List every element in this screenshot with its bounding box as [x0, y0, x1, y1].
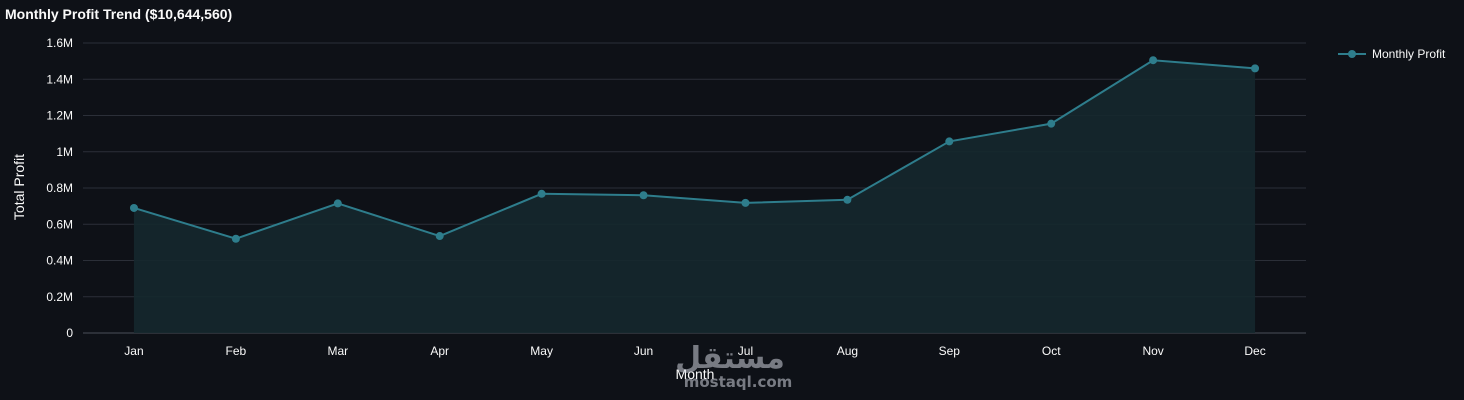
- data-points: [129, 56, 1260, 243]
- data-point[interactable]: [129, 203, 138, 212]
- x-tick-label: Jun: [634, 344, 653, 358]
- data-point[interactable]: [639, 191, 648, 200]
- area-fill: [133, 60, 1256, 333]
- series-line-monthly-profit: [133, 59, 1256, 240]
- y-tick-label: 0.4M: [46, 254, 73, 268]
- y-tick-label: 1M: [56, 145, 73, 159]
- y-tick-label: 1.4M: [46, 72, 73, 86]
- x-tick-label: Oct: [1042, 344, 1061, 358]
- data-point[interactable]: [1149, 56, 1158, 65]
- x-tick-label: Aug: [837, 344, 858, 358]
- legend[interactable]: Monthly Profit: [1338, 47, 1446, 61]
- data-point[interactable]: [1251, 64, 1260, 73]
- data-point[interactable]: [945, 137, 954, 146]
- x-tick-labels: Jan Feb Mar Apr May Jun Jul Aug Sep Oct Nov Dec: [124, 344, 1265, 358]
- data-point[interactable]: [741, 198, 750, 207]
- y-axis-title: Total Profit: [11, 154, 27, 220]
- legend-label-monthly-profit: Monthly Profit: [1372, 47, 1446, 61]
- x-tick-label: Feb: [226, 344, 247, 358]
- x-tick-label: Sep: [939, 344, 961, 358]
- x-tick-label: Apr: [430, 344, 449, 358]
- data-point[interactable]: [1047, 119, 1056, 128]
- legend-marker: [1348, 50, 1356, 58]
- watermark-latin-text: mostaql.com: [684, 373, 793, 391]
- data-point[interactable]: [843, 195, 852, 204]
- data-point[interactable]: [537, 189, 546, 198]
- y-tick-label: 0.8M: [46, 181, 73, 195]
- y-tick-labels: 0 0.2M 0.4M 0.6M 0.8M 1M 1.2M 1.4M 1.6M: [46, 36, 73, 340]
- y-tick-label: 0.2M: [46, 290, 73, 304]
- y-tick-label: 1.2M: [46, 109, 73, 123]
- x-tick-label: May: [530, 344, 553, 358]
- x-tick-label: Nov: [1142, 344, 1163, 358]
- y-tick-label: 1.6M: [46, 36, 73, 50]
- x-tick-label: Mar: [327, 344, 348, 358]
- x-axis-title: Month: [676, 366, 715, 382]
- chart-title: Monthly Profit Trend ($10,644,560): [5, 6, 233, 22]
- data-point[interactable]: [333, 199, 342, 208]
- x-tick-label: Dec: [1244, 344, 1265, 358]
- y-tick-label: 0: [66, 326, 73, 340]
- watermark-arabic-text: مستقل: [675, 341, 785, 376]
- watermark-logo: مستقل mostaql.com: [675, 341, 792, 391]
- x-tick-label: Jan: [124, 344, 143, 358]
- x-tick-label: Jul: [738, 344, 753, 358]
- data-point[interactable]: [435, 232, 444, 241]
- y-tick-label: 0.6M: [46, 217, 73, 231]
- data-point[interactable]: [231, 234, 240, 243]
